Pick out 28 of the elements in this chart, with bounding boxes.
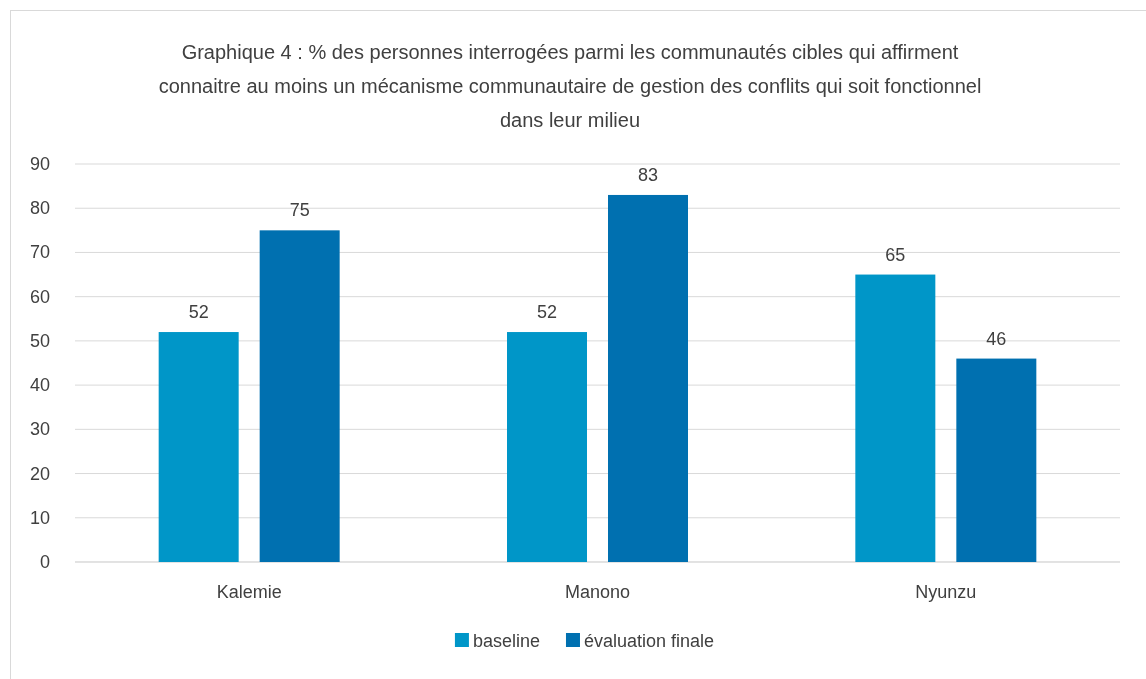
y-tick-label: 20 — [29, 463, 50, 484]
chart-title: Graphique 4 : % des personnes interrogées parmi les communautés cibles qui affirment connaitre au moins un mécanisme communautaire de gestion des conflits qui soit fonctionnel dans leur milieu — [158, 41, 982, 131]
y-tick-label: 80 — [29, 198, 50, 219]
y-tick-label: 60 — [29, 286, 50, 307]
data-label: 75 — [289, 200, 310, 221]
y-tick-label: 40 — [29, 375, 50, 396]
data-label: 52 — [536, 302, 558, 323]
y-tick-label: 90 — [29, 154, 50, 174]
y-tick-label: 10 — [29, 507, 50, 528]
data-label: 65 — [885, 244, 906, 265]
x-tick-label: Nyunzu — [915, 582, 977, 602]
y-tick-label: 0 — [39, 552, 50, 572]
y-tick-label: 50 — [29, 330, 50, 351]
bar — [507, 332, 587, 562]
bar — [158, 332, 239, 562]
bar — [608, 194, 688, 562]
bar — [259, 230, 340, 562]
legend-label: baseline — [472, 631, 540, 651]
x-tick-label: Manono — [564, 582, 631, 602]
bar — [956, 358, 1037, 562]
x-tick-label: Kalemie — [216, 582, 282, 602]
y-tick-label: 70 — [29, 242, 50, 263]
data-label: 52 — [188, 302, 209, 323]
legend-label: évaluation finale — [583, 631, 715, 651]
y-tick-label: 30 — [29, 419, 50, 440]
data-label: 46 — [986, 328, 1007, 349]
data-label: 83 — [637, 164, 659, 185]
bar — [855, 274, 936, 562]
